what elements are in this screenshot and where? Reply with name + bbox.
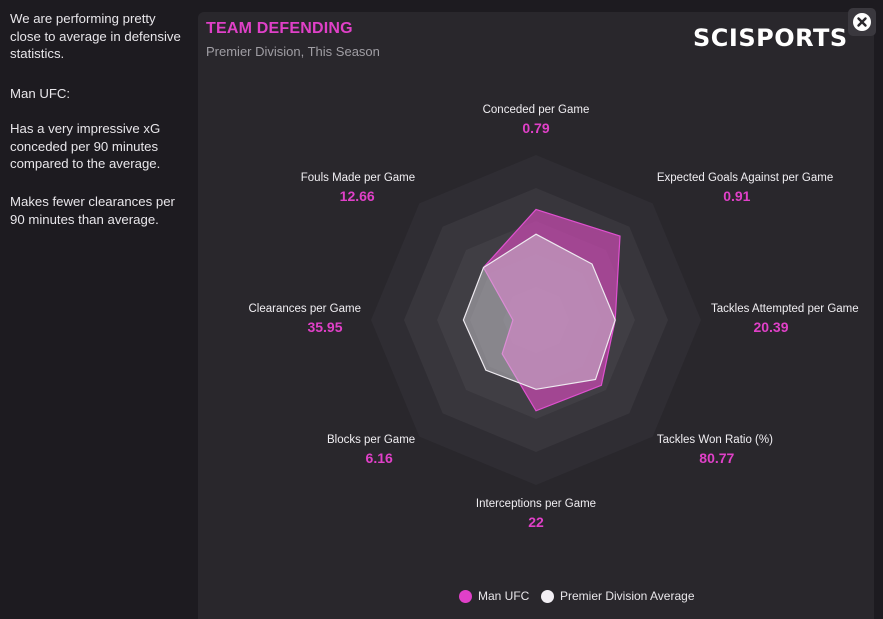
axis-label: Tackles Won Ratio (%) bbox=[657, 434, 773, 446]
axis-label: Clearances per Game bbox=[249, 303, 362, 315]
close-button[interactable] bbox=[848, 8, 876, 36]
legend-label: Premier Division Average bbox=[560, 589, 695, 603]
radar-chart: Conceded per Game 0.79 Expected Goals Agai… bbox=[249, 104, 859, 530]
axis-label: Fouls Made per Game bbox=[301, 172, 415, 184]
legend-item-man-ufc: Man UFC bbox=[459, 589, 529, 603]
scisports-logo: SCISPORTS bbox=[693, 24, 848, 52]
axis-value: 6.16 bbox=[366, 450, 393, 466]
axis-label: Expected Goals Against per Game bbox=[657, 172, 833, 184]
legend-label: Man UFC bbox=[478, 589, 530, 603]
legend-swatch bbox=[541, 589, 554, 603]
insight-paragraph: We are performing pretty close to averag… bbox=[10, 11, 181, 61]
axis-value: 80.77 bbox=[699, 450, 734, 466]
axis-label: Blocks per Game bbox=[327, 434, 415, 446]
axis-value: 22 bbox=[528, 514, 544, 530]
axis-label: Conceded per Game bbox=[483, 104, 590, 116]
legend-item-average: Premier Division Average bbox=[541, 589, 695, 603]
insight-sidebar: We are performing pretty close to averag… bbox=[0, 0, 188, 619]
axis-label: Tackles Attempted per Game bbox=[711, 303, 859, 315]
insight-paragraph: Has a very impressive xG conceded per 90… bbox=[10, 121, 161, 171]
panel-title: TEAM DEFENDING bbox=[206, 20, 353, 37]
insight-paragraph: Man UFC: bbox=[10, 86, 71, 101]
axis-value: 12.66 bbox=[340, 188, 375, 204]
axis-value: 35.95 bbox=[307, 319, 342, 335]
axis-label: Interceptions per Game bbox=[476, 498, 596, 510]
axis-value: 20.39 bbox=[753, 319, 788, 335]
series-polygon-man-ufc bbox=[482, 208, 621, 412]
series-polygon-average bbox=[462, 233, 616, 390]
axis-value: 0.79 bbox=[522, 120, 549, 136]
close-icon bbox=[853, 13, 871, 31]
insight-paragraph: Makes fewer clearances per 90 minutes th… bbox=[10, 194, 175, 227]
axis-value: 0.91 bbox=[723, 188, 750, 204]
legend-swatch bbox=[459, 589, 472, 603]
panel-subtitle: Premier Division, This Season bbox=[206, 44, 380, 59]
